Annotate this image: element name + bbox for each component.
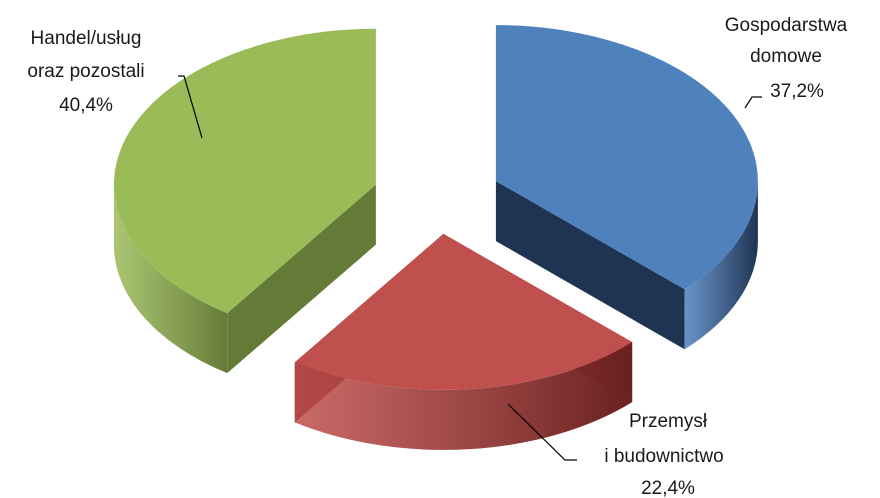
slice-value-households: 37,2% <box>770 81 824 102</box>
slice-label-trade-line2: oraz pozostali <box>27 61 144 82</box>
pie-top-layer <box>113 25 758 390</box>
slice-label-households-line2: domowe <box>750 46 822 67</box>
slice-side-households <box>684 181 758 350</box>
slice-trade <box>113 28 376 314</box>
slice-label-industry-line1: Przemysł <box>629 411 708 432</box>
slice-side-industry <box>294 342 633 450</box>
leader-line-trade <box>178 75 203 139</box>
leader-line-industry <box>507 403 577 461</box>
slice-households <box>495 25 758 290</box>
slice-value-industry: 22,4% <box>641 478 695 498</box>
leader-line-households <box>744 96 762 109</box>
slice-value-trade: 40,4% <box>59 95 113 116</box>
slice-industry <box>294 233 633 390</box>
slice-wall-trade-start <box>227 184 376 374</box>
pie-labels-layer: Gospodarstwa domowe 37,2% Handel/usług o… <box>27 15 847 498</box>
slice-label-households-line1: Gospodarstwa <box>725 15 848 36</box>
slice-label-trade-line1: Handel/usług <box>31 28 142 49</box>
slice-wall-households-end <box>495 181 685 350</box>
slice-side-trade <box>113 184 228 374</box>
slice-label-industry-line2: i budownictwo <box>604 446 723 467</box>
